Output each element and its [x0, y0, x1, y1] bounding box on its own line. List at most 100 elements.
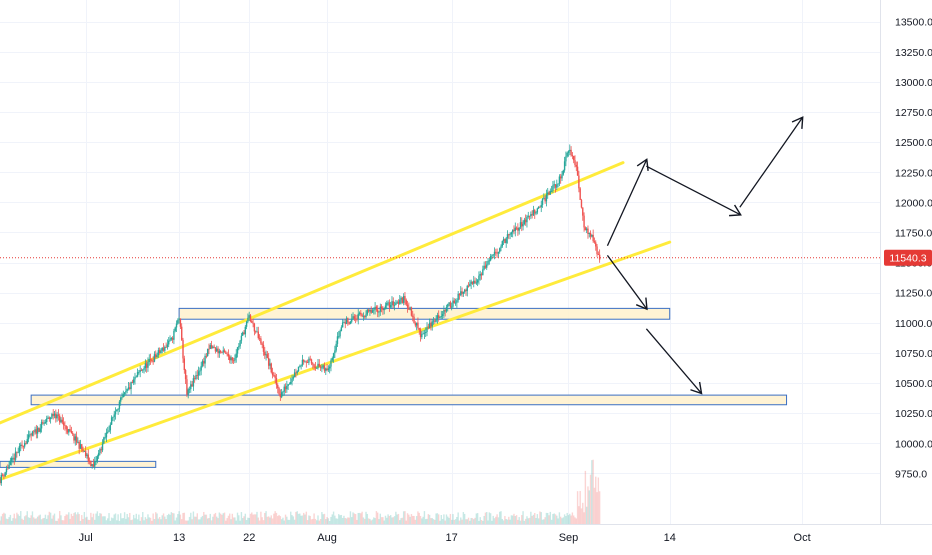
candle-body — [164, 347, 166, 351]
volume-bar — [16, 512, 18, 524]
candle-body — [64, 425, 66, 426]
candle-body — [3, 475, 5, 477]
volume-bar — [336, 518, 339, 524]
volume-bar — [70, 513, 73, 524]
candle-body — [423, 332, 426, 334]
candle-body — [274, 375, 276, 379]
candle-body — [195, 375, 197, 380]
volume-bar — [152, 513, 154, 524]
trend-channel[interactable] — [0, 161, 672, 481]
volume-bar — [55, 520, 57, 524]
y-tick-label: 12250.0 — [895, 167, 932, 179]
candle-body — [86, 454, 88, 457]
candle-body — [156, 355, 158, 357]
candle-body — [192, 378, 195, 387]
volume-bar — [571, 512, 574, 524]
candle-body — [261, 343, 263, 345]
candle-body — [448, 302, 450, 305]
candle-body — [22, 445, 25, 447]
candle-body — [547, 192, 549, 195]
volume-bar — [419, 515, 422, 524]
volume-bar — [450, 519, 453, 524]
y-axis[interactable]: 9750.0 10000.0 10250.0 10500.0 10750.0 11000.… — [895, 17, 932, 481]
candle-body — [400, 297, 402, 300]
candle-body — [425, 331, 427, 333]
volume-bar — [527, 518, 529, 524]
candle-body — [301, 359, 304, 366]
volume-bar — [42, 518, 44, 524]
projection-arrows[interactable] — [606, 116, 804, 395]
volume-bar — [256, 511, 258, 524]
volume-bar — [90, 512, 92, 524]
volume-bar — [65, 514, 67, 524]
volume-bar — [392, 517, 394, 524]
candle-body — [517, 228, 519, 231]
volume-bar — [597, 477, 600, 524]
candle-body — [35, 429, 38, 434]
candle-body — [193, 378, 196, 380]
volume-bar — [56, 520, 58, 524]
candle-body — [592, 234, 594, 242]
candle-body — [462, 291, 465, 294]
candle-body — [7, 468, 9, 470]
candle-body — [60, 419, 62, 423]
volume-bar — [219, 513, 222, 524]
support-resistance-zones[interactable] — [0, 307, 788, 468]
volume-bar — [236, 512, 239, 524]
volume-bar — [478, 520, 480, 524]
candle-body — [161, 347, 163, 351]
candle-body — [440, 316, 442, 317]
candle-body — [212, 346, 214, 348]
candle-body — [580, 199, 583, 208]
candle-body — [561, 174, 563, 179]
candle-body — [101, 443, 104, 451]
volume-bar — [489, 513, 492, 524]
candle-body — [70, 431, 73, 434]
candle-body — [338, 336, 340, 338]
candle-body — [387, 302, 389, 304]
volume-bar — [544, 517, 546, 524]
volume-bar — [347, 517, 349, 524]
volume-bar — [3, 512, 5, 524]
candle-body — [536, 208, 539, 213]
x-axis[interactable]: Jul 13 22 Aug 17 Sep 14 Oct — [79, 532, 811, 544]
volume-bar — [461, 519, 463, 524]
volume-bar — [497, 517, 500, 524]
candle-body — [340, 327, 343, 331]
volume-bar — [126, 513, 128, 524]
candle-body — [461, 291, 463, 294]
volume-bar — [413, 515, 415, 524]
candle-body — [206, 348, 209, 356]
candle-body — [479, 274, 481, 276]
candle-body — [470, 281, 472, 284]
volume-bar — [175, 517, 178, 524]
volume-bar — [47, 515, 49, 524]
volume-bar — [509, 519, 511, 524]
volume-bar — [10, 520, 13, 524]
volume-bar — [238, 515, 240, 524]
volume-bar — [136, 519, 139, 524]
volume-bar — [88, 519, 91, 524]
candle-body — [539, 206, 541, 208]
volume-bar — [39, 514, 41, 524]
volume-bar — [401, 517, 404, 524]
volume-bar — [296, 511, 298, 524]
candle-body — [409, 307, 411, 310]
candle-body — [219, 350, 222, 353]
volume-bar — [579, 490, 581, 524]
y-tick-label: 10500.0 — [895, 378, 932, 390]
volume-bar — [474, 517, 476, 524]
candle-body — [399, 299, 401, 304]
volume-bar — [274, 511, 276, 524]
volume-bar — [218, 512, 221, 524]
volume-bar — [188, 516, 191, 524]
candle-body — [453, 300, 455, 304]
volume-bar — [443, 514, 445, 524]
volume-bar — [143, 520, 145, 524]
candle-body — [187, 389, 189, 395]
candle-body — [291, 378, 293, 382]
candle-body — [59, 415, 61, 423]
volume-bar — [558, 512, 561, 524]
candle-body — [4, 472, 6, 477]
